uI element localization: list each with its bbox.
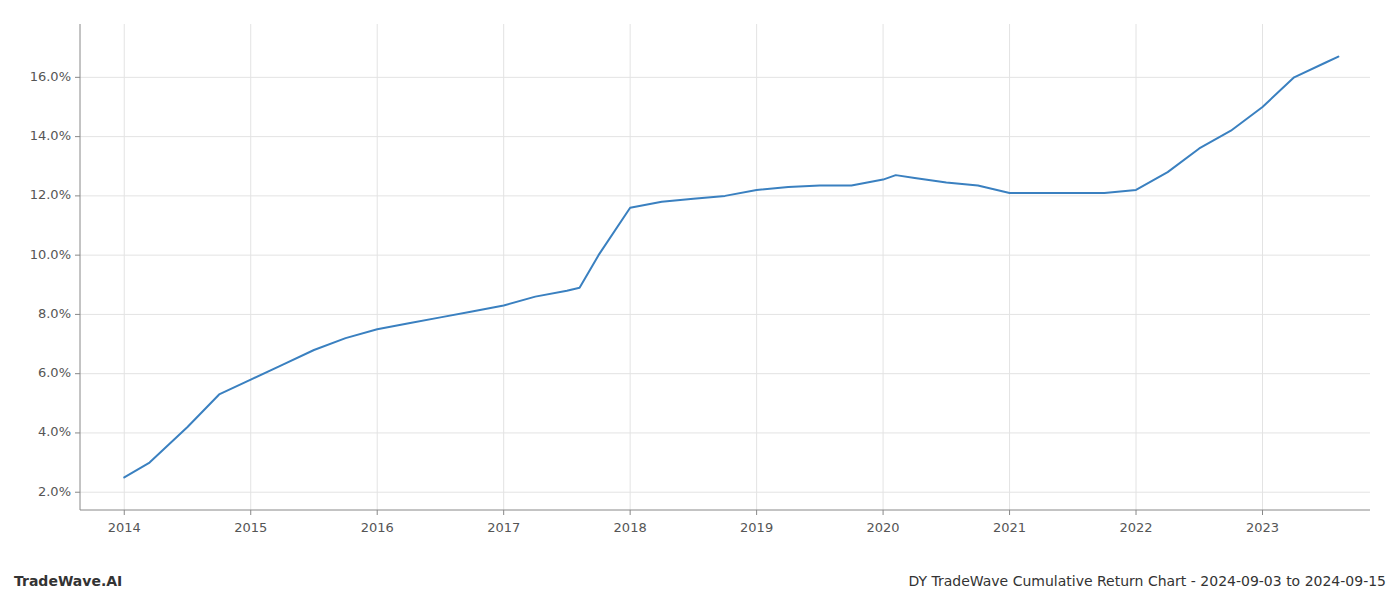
x-tick (250, 510, 251, 515)
y-tick-label: 14.0% (30, 128, 71, 143)
annotations: TradeWave.AI DY TradeWave Cumulative Retu… (14, 573, 1386, 589)
y-tick-label: 6.0% (38, 365, 71, 380)
y-tick-label: 12.0% (30, 187, 71, 202)
x-tick (377, 510, 378, 515)
y-grid-line (80, 77, 1370, 78)
y-tick (75, 432, 80, 433)
x-tick-label: 2019 (740, 520, 773, 535)
x-grid-line (1009, 24, 1010, 510)
y-tick (75, 77, 80, 78)
annotation: TradeWave.AI (14, 573, 122, 589)
grid (80, 24, 1370, 510)
x-tick-label: 2014 (108, 520, 141, 535)
y-axis-line (80, 24, 81, 510)
y-tick-label: 10.0% (30, 247, 71, 262)
chart-svg: 2.0% 4.0% 6.0% 8.0% 10.0% 12.0% 14.0% 16.0% 2014… (0, 0, 1400, 600)
y-tick (75, 373, 80, 374)
x-grid-line (124, 24, 125, 510)
x-tick (503, 510, 504, 515)
plot-data (124, 57, 1338, 478)
x-grid-line (1262, 24, 1263, 510)
x-grid-line (503, 24, 504, 510)
y-grid-line (80, 432, 1370, 433)
axes: 2.0% 4.0% 6.0% 8.0% 10.0% 12.0% 14.0% 16.0% 2014… (30, 24, 1370, 535)
x-tick (630, 510, 631, 515)
x-axis-line (80, 510, 1370, 511)
y-grid-line (80, 136, 1370, 137)
y-tick-label: 16.0% (30, 69, 71, 84)
x-grid-line (377, 24, 378, 510)
x-tick (756, 510, 757, 515)
chart-container: 2.0% 4.0% 6.0% 8.0% 10.0% 12.0% 14.0% 16.0% 2014… (0, 0, 1400, 600)
x-tick-label: 2018 (614, 520, 647, 535)
y-grid-line (80, 255, 1370, 256)
y-grid-line (80, 314, 1370, 315)
x-tick-label: 2023 (1246, 520, 1279, 535)
y-tick-label: 8.0% (38, 306, 71, 321)
x-grid-line (883, 24, 884, 510)
annotation: DY TradeWave Cumulative Return Chart - 2… (908, 573, 1386, 589)
y-tick-label: 2.0% (38, 484, 71, 499)
x-tick-label: 2021 (993, 520, 1026, 535)
x-tick-label: 2020 (867, 520, 900, 535)
x-grid-line (756, 24, 757, 510)
x-grid-line (250, 24, 251, 510)
x-grid-line (630, 24, 631, 510)
y-tick (75, 492, 80, 493)
x-tick (1136, 510, 1137, 515)
x-grid-line (1136, 24, 1137, 510)
y-tick (75, 255, 80, 256)
x-tick (124, 510, 125, 515)
x-tick-label: 2016 (361, 520, 394, 535)
y-tick (75, 136, 80, 137)
x-tick (883, 510, 884, 515)
data-line (124, 57, 1338, 478)
x-tick-label: 2022 (1119, 520, 1152, 535)
y-tick-label: 4.0% (38, 424, 71, 439)
x-tick-label: 2015 (234, 520, 267, 535)
x-tick-label: 2017 (487, 520, 520, 535)
y-tick (75, 195, 80, 196)
y-grid-line (80, 492, 1370, 493)
y-tick (75, 314, 80, 315)
x-tick (1009, 510, 1010, 515)
x-tick (1262, 510, 1263, 515)
y-grid-line (80, 373, 1370, 374)
